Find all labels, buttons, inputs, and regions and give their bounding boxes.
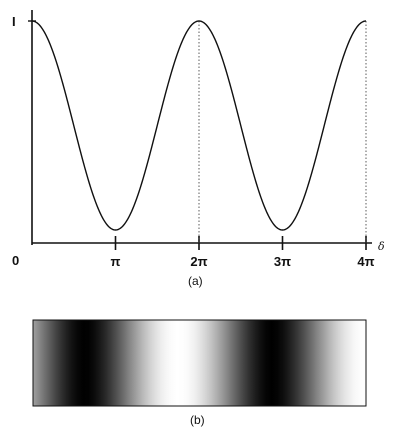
x-tick-label-4pi: 4π [357,254,374,269]
panel-b-caption: (b) [190,413,205,427]
x-ticks: π 2π 3π 4π [111,236,375,269]
x-tick-label-pi: π [111,254,121,269]
x-tick-label-3pi: 3π [274,254,291,269]
origin-label: 0 [12,253,19,268]
y-tick-top-label: I [12,14,16,29]
panel-a: I 0 δ π 2π 3π 4π (a) [12,10,385,288]
panel-b: (b) [32,319,367,427]
x-axis-label: δ [378,240,385,253]
dotted-guides [198,21,367,243]
x-tick-label-2pi: 2π [190,254,207,269]
intensity-curve [31,20,367,231]
fringe-pattern [32,319,367,407]
panel-a-caption: (a) [188,274,203,288]
